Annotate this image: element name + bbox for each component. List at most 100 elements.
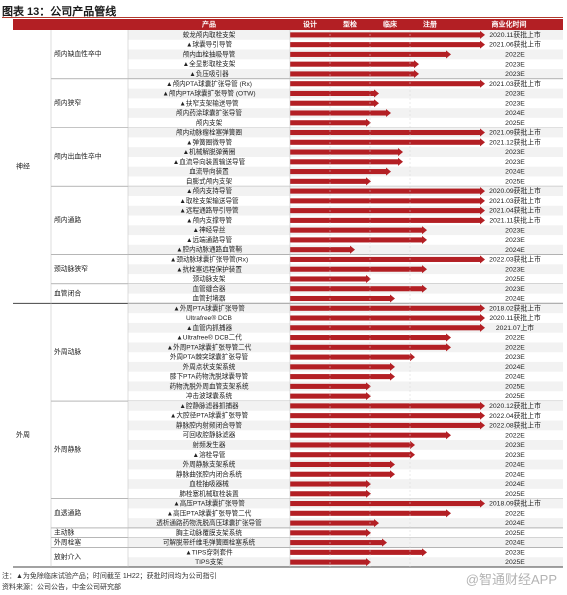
commercial-time: 2024E: [505, 364, 525, 371]
product-label: 外周点状支架系统: [183, 362, 236, 371]
product-label: Ultrafree® DCB: [186, 314, 232, 322]
progress-arrowhead: [390, 362, 395, 371]
progress-bar: [290, 442, 410, 448]
progress-bar: [290, 491, 366, 497]
progress-bar: [290, 403, 480, 409]
product-label: ▲颅内PTA球囊扩张导管 (Rx): [166, 79, 252, 88]
progress-arrowhead: [480, 411, 485, 420]
progress-arrowhead: [374, 519, 379, 528]
progress-arrowhead: [366, 177, 371, 186]
group-label: 血管闭合: [54, 288, 81, 297]
progress-bar: [290, 286, 422, 292]
commercial-time: 2023E: [505, 237, 525, 244]
commercial-time: 2020.11获批上市: [489, 30, 540, 39]
commercial-time: 2022.04获批上市: [489, 411, 541, 420]
commercial-time: 2022.08获批上市: [489, 421, 541, 430]
progress-arrowhead: [410, 450, 415, 459]
product-label: 血管缝合器: [193, 284, 226, 293]
progress-arrowhead: [480, 128, 485, 137]
progress-arrowhead: [446, 431, 451, 440]
progress-arrowhead: [366, 558, 371, 567]
progress-bar: [290, 315, 480, 321]
header-stage-registration: 注册: [423, 19, 437, 28]
product-label: ▲溶栓导管: [193, 450, 226, 459]
group-label: 颅内出血性卒中: [54, 152, 102, 161]
product-label: ▲负压吸引器: [189, 69, 229, 78]
commercial-time: 2021.09获批上市: [489, 128, 541, 137]
progress-bar: [290, 559, 366, 565]
progress-arrowhead: [422, 265, 427, 274]
progress-bar: [290, 452, 410, 458]
progress-arrowhead: [480, 216, 485, 225]
progress-arrowhead: [480, 196, 485, 205]
commercial-time: 2021.03获批上市: [489, 196, 541, 205]
progress-bar: [290, 364, 390, 370]
progress-bar: [290, 71, 414, 77]
progress-bar: [290, 256, 480, 262]
progress-arrowhead: [480, 323, 485, 332]
commercial-time: 2025E: [505, 178, 525, 185]
progress-bar: [290, 422, 480, 428]
progress-bar: [290, 432, 446, 438]
progress-arrowhead: [480, 421, 485, 430]
commercial-time: 2023E: [505, 286, 525, 293]
product-label: ▲远端通路导管: [186, 235, 232, 244]
product-label: ▲大腔径PTA球囊扩张导管: [170, 411, 249, 420]
product-label: ▲抗栓塞远程保护装置: [176, 264, 242, 273]
progress-bar: [290, 198, 480, 204]
product-label: 静脉曲张腔内闭合系统: [176, 469, 242, 478]
product-label: 血流导向装置: [189, 167, 229, 176]
progress-bar: [290, 247, 350, 253]
progress-bar: [290, 276, 366, 282]
product-label: ▲高压PTA球囊扩张导管二代: [167, 508, 252, 517]
commercial-time: 2023E: [505, 266, 525, 273]
progress-bar: [290, 481, 366, 487]
group-label: 放射介入: [54, 552, 81, 561]
progress-bar: [290, 237, 422, 243]
product-label: 可解脱带纤维毛弹簧圈栓塞系统: [163, 538, 256, 547]
product-label: 颅内药涂球囊扩张导管: [176, 108, 242, 117]
progress-bar: [290, 120, 366, 126]
product-label: ▲血流导向装置输送导管: [173, 157, 246, 166]
product-label: ▲颅内支撑导管: [186, 215, 232, 224]
progress-arrowhead: [414, 69, 419, 78]
progress-arrowhead: [350, 245, 355, 254]
group-label: 外周静脉: [54, 445, 81, 454]
progress-arrowhead: [390, 372, 395, 381]
progress-arrowhead: [446, 509, 451, 518]
commercial-time: 2022E: [505, 52, 525, 59]
product-label: ▲腔内动脉通路血管鞘: [176, 245, 242, 254]
progress-arrowhead: [386, 108, 391, 118]
progress-bar: [290, 266, 422, 272]
progress-arrowhead: [446, 50, 451, 59]
product-label: 外周PTA棘突球囊扩张导管: [170, 352, 249, 361]
progress-arrowhead: [480, 401, 485, 410]
progress-bar: [290, 344, 446, 350]
progress-bar: [290, 305, 480, 311]
chart-title: 图表 13：公司产品管线: [2, 6, 117, 18]
group-label: 外周栓塞: [54, 537, 81, 546]
group-label: 外周动脉: [54, 347, 81, 356]
product-label: 外周静脉支架系统: [183, 460, 236, 469]
progress-bar: [290, 149, 398, 155]
commercial-time: 2023E: [505, 159, 525, 166]
commercial-time: 2021.06获批上市: [489, 40, 541, 49]
product-label: ▲颅内支持导管: [186, 186, 232, 195]
product-label: 可回收腔静脉滤器: [183, 430, 236, 439]
progress-arrowhead: [390, 294, 395, 303]
progress-bar: [290, 520, 374, 526]
commercial-time: 2023E: [505, 354, 525, 361]
commercial-time: 2025E: [505, 530, 525, 537]
progress-bar: [290, 129, 480, 136]
product-label: ▲Ultrafree® DCB二代: [176, 333, 242, 342]
progress-bar: [290, 530, 366, 536]
product-label: 透析通路药物洗脱高压球囊扩张导管: [156, 518, 262, 527]
product-label: ▲弹簧圈微导管: [186, 137, 232, 146]
progress-bar: [290, 510, 446, 516]
title-rule: [2, 17, 563, 18]
commercial-time: 2024E: [505, 540, 525, 547]
header-stage-animal: 型检: [343, 19, 357, 28]
progress-arrowhead: [422, 548, 427, 557]
product-label: ▲血管内抓捕器: [186, 323, 232, 332]
source-note: 资料来源：公司公告，中金公司研究部: [2, 584, 121, 591]
